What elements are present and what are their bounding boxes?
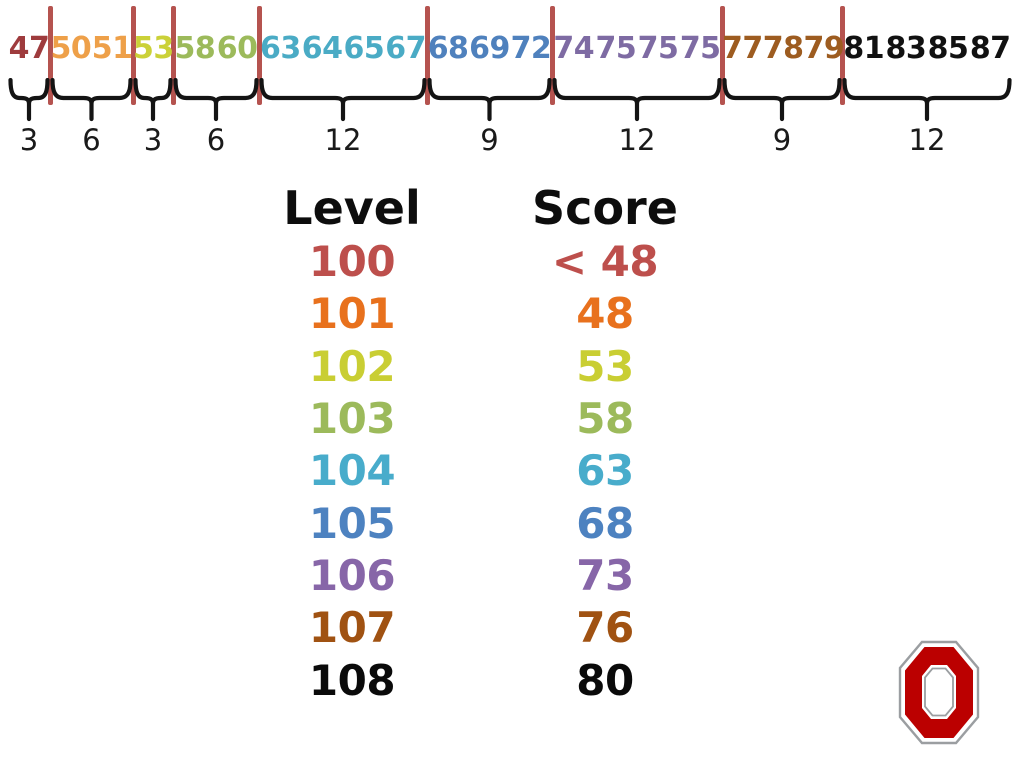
- score-value: 60: [216, 31, 258, 66]
- score-value: 72: [510, 31, 552, 66]
- score-cell: 68: [576, 498, 634, 548]
- level-column-header: Level: [283, 181, 421, 235]
- score-value: 75: [637, 31, 679, 66]
- score-value: 53: [133, 31, 174, 66]
- score-cell: 58: [576, 394, 634, 444]
- band-divider-line: [130, 6, 136, 105]
- score-value: 75: [679, 31, 721, 66]
- score-cell: 80: [576, 655, 634, 705]
- score-value: 64: [301, 31, 343, 66]
- score-group: 81 83 85 87 12: [842, 6, 1012, 155]
- score-values: 58 60: [173, 6, 259, 64]
- score-group: 68 69 72 9: [427, 6, 555, 157]
- score-value: 83: [885, 31, 927, 66]
- band-divider-line: [719, 6, 725, 105]
- score-cell: 73: [576, 550, 634, 600]
- score-values: 81 83 85 87: [842, 6, 1012, 64]
- group-count-label: 9: [480, 123, 499, 157]
- score-value: 47: [8, 31, 50, 66]
- group-underbrace: [842, 78, 1012, 122]
- score-cell: 53: [576, 341, 634, 391]
- score-group: 77 78 79 9: [722, 6, 845, 157]
- score-group: 53 3: [133, 6, 176, 157]
- ohio-state-block-o-logo: [898, 640, 980, 745]
- score-value: 65: [343, 31, 385, 66]
- score-value: 50: [50, 31, 92, 66]
- band-divider-line: [549, 6, 555, 105]
- level-cell: 100: [308, 237, 396, 287]
- group-underbrace: [259, 78, 427, 122]
- score-value: 58: [174, 31, 216, 66]
- score-value: 85: [927, 31, 969, 66]
- score-value: 74: [553, 31, 595, 66]
- score-number-line: 47 3 50 51 6 53 3 58 60 6 63 64 65 67 12 68 69 72 9 74 75 75 7…: [8, 6, 1012, 155]
- score-group: 74 75 75 75 12: [552, 6, 725, 157]
- score-value: 75: [595, 31, 637, 66]
- band-divider-line: [424, 6, 430, 105]
- band-divider-line: [839, 6, 845, 105]
- group-underbrace: [427, 78, 552, 122]
- group-count-label: 12: [908, 123, 946, 157]
- group-count-label: 3: [19, 123, 39, 157]
- group-count-label: 12: [618, 123, 656, 157]
- score-value: 69: [469, 31, 510, 66]
- level-cell: 106: [308, 550, 396, 600]
- group-underbrace: [552, 78, 722, 122]
- score-group: 58 60 6: [173, 6, 262, 157]
- score-cell: 63: [576, 446, 634, 496]
- score-values: 77 78 79: [722, 6, 845, 66]
- score-value: 63: [260, 31, 301, 66]
- band-divider-line: [256, 6, 262, 105]
- level-cell: 104: [308, 446, 396, 496]
- band-divider-line: [170, 6, 176, 105]
- score-value: 81: [843, 31, 885, 66]
- score-values: 47: [8, 6, 50, 64]
- score-value: 87: [969, 31, 1011, 66]
- score-column-header: Score: [532, 181, 678, 235]
- score-value: 79: [803, 31, 845, 66]
- group-underbrace: [50, 78, 133, 122]
- score-values: 53: [133, 6, 174, 66]
- score-group: 50 51 6: [50, 6, 136, 157]
- score-values: 63 64 65 67: [259, 6, 427, 64]
- score-values: 50 51: [50, 6, 133, 64]
- group-underbrace: [173, 78, 259, 122]
- level-cell: 105: [308, 498, 396, 548]
- score-cell: 48: [576, 289, 634, 339]
- level-cell: 101: [308, 289, 396, 339]
- level-cell: 108: [308, 655, 396, 705]
- score-value: 51: [91, 31, 133, 66]
- score-values: 68 69 72: [427, 6, 552, 64]
- level-cell: 107: [308, 603, 396, 653]
- score-group: 47 3: [8, 6, 53, 157]
- score-cell: < 48: [551, 237, 659, 287]
- group-underbrace: [8, 78, 50, 122]
- group-count-label: 6: [206, 123, 226, 157]
- score-value: 77: [722, 31, 763, 66]
- score-values: 74 75 75 75: [552, 6, 722, 64]
- score-cell: 76: [576, 603, 634, 653]
- score-value: 78: [762, 31, 804, 66]
- block-o-counter-outline: [924, 667, 954, 717]
- group-underbrace: [722, 78, 842, 122]
- group-count-label: 6: [82, 123, 101, 157]
- level-score-table: Level Score 100 < 48 101 48 102 53 103 58 104 63 1…: [262, 180, 695, 707]
- band-divider-line: [47, 6, 53, 105]
- group-count-label: 12: [324, 123, 362, 157]
- score-group: 63 64 65 67 12: [259, 6, 430, 157]
- group-count-label: 9: [772, 123, 792, 157]
- level-cell: 102: [308, 341, 396, 391]
- score-value: 67: [385, 31, 426, 66]
- group-underbrace: [133, 78, 173, 122]
- level-cell: 103: [308, 394, 396, 444]
- group-count-label: 3: [143, 123, 163, 157]
- score-value: 68: [427, 31, 469, 66]
